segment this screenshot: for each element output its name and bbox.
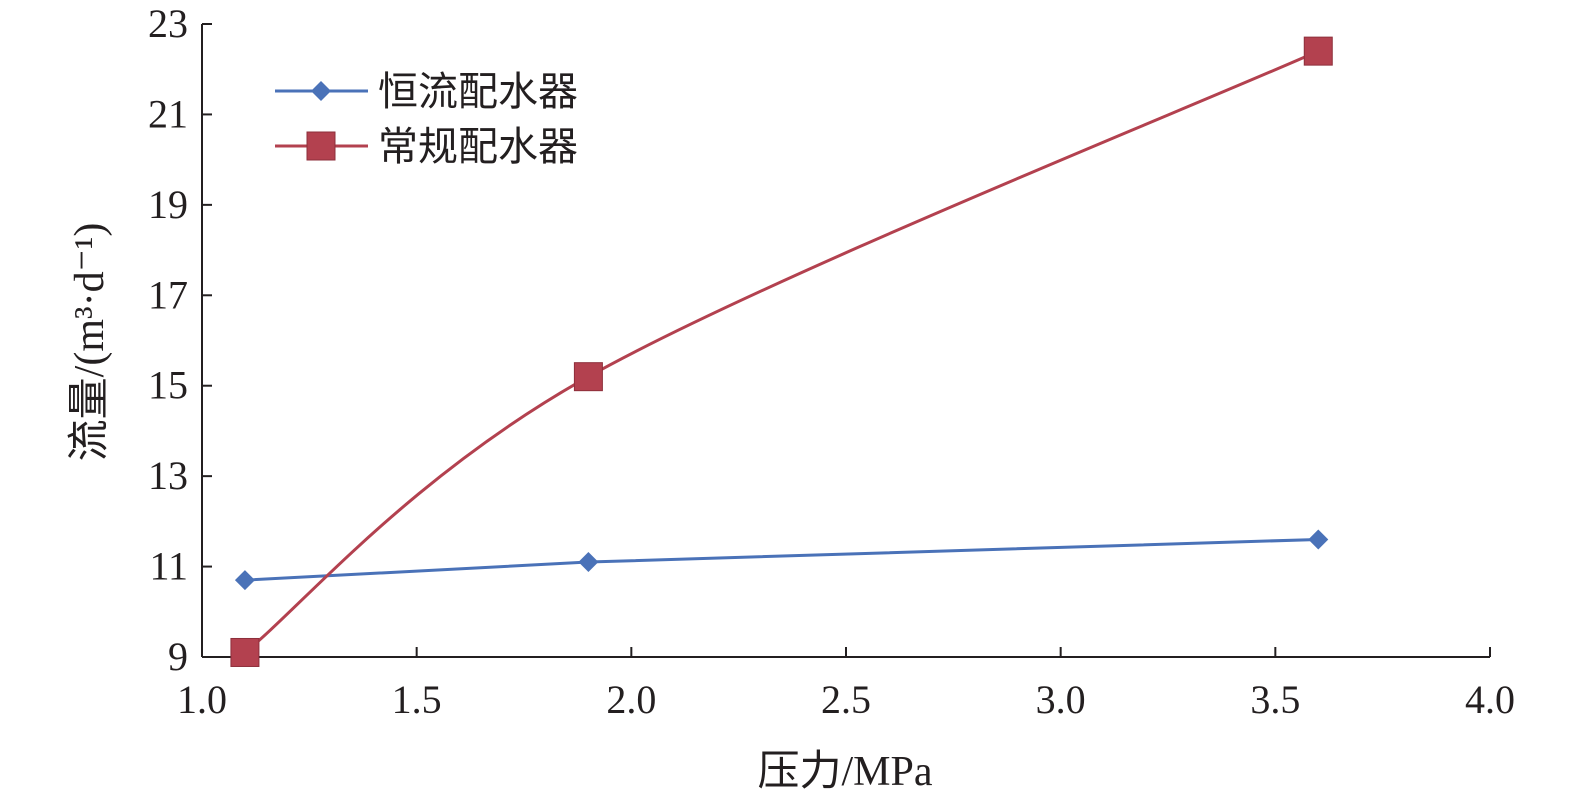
x-axis-label: 压力/MPa	[757, 749, 932, 795]
series-line-1	[244, 537, 1319, 582]
y-tick-label: 17	[148, 272, 188, 317]
y-tick-label: 11	[149, 544, 188, 589]
x-tick-label: 3.0	[1036, 677, 1086, 722]
x-tick-label: 4.0	[1465, 677, 1515, 722]
data-point-series-1	[1308, 529, 1329, 550]
y-tick-label: 19	[148, 182, 188, 227]
x-tick-label: 2.0	[606, 677, 656, 722]
x-tick-label: 1.0	[177, 677, 227, 722]
legend-label-1: 恒流配水器	[378, 69, 578, 114]
data-point-series-1	[578, 552, 599, 573]
data-point-series-1	[234, 570, 255, 591]
legend-marker-2	[306, 131, 336, 161]
y-tick-label: 23	[148, 1, 188, 46]
y-tick-label: 13	[148, 453, 188, 498]
y-tick-label: 9	[168, 634, 188, 679]
data-point-series-2	[1303, 36, 1333, 66]
axes: 1.0 1.5 2.0 2.5 3.0 3.5 4.0 9 11 13 15 17 19 21 23	[148, 1, 1515, 722]
legend-label-2: 常规配水器	[378, 124, 578, 169]
data-point-series-2	[230, 637, 260, 667]
x-tick-label: 3.5	[1250, 677, 1300, 722]
data-point-series-2	[573, 362, 603, 392]
series-line-2	[243, 49, 1319, 654]
x-tick-label: 1.5	[392, 677, 442, 722]
x-tick-label: 2.5	[821, 677, 871, 722]
y-tick-label: 21	[148, 91, 188, 136]
series-layer	[230, 36, 1333, 667]
y-tick-label: 15	[148, 363, 188, 408]
y-axis-label: 流量/(m³·d⁻¹)	[67, 223, 113, 462]
legend-marker-1	[311, 81, 331, 101]
